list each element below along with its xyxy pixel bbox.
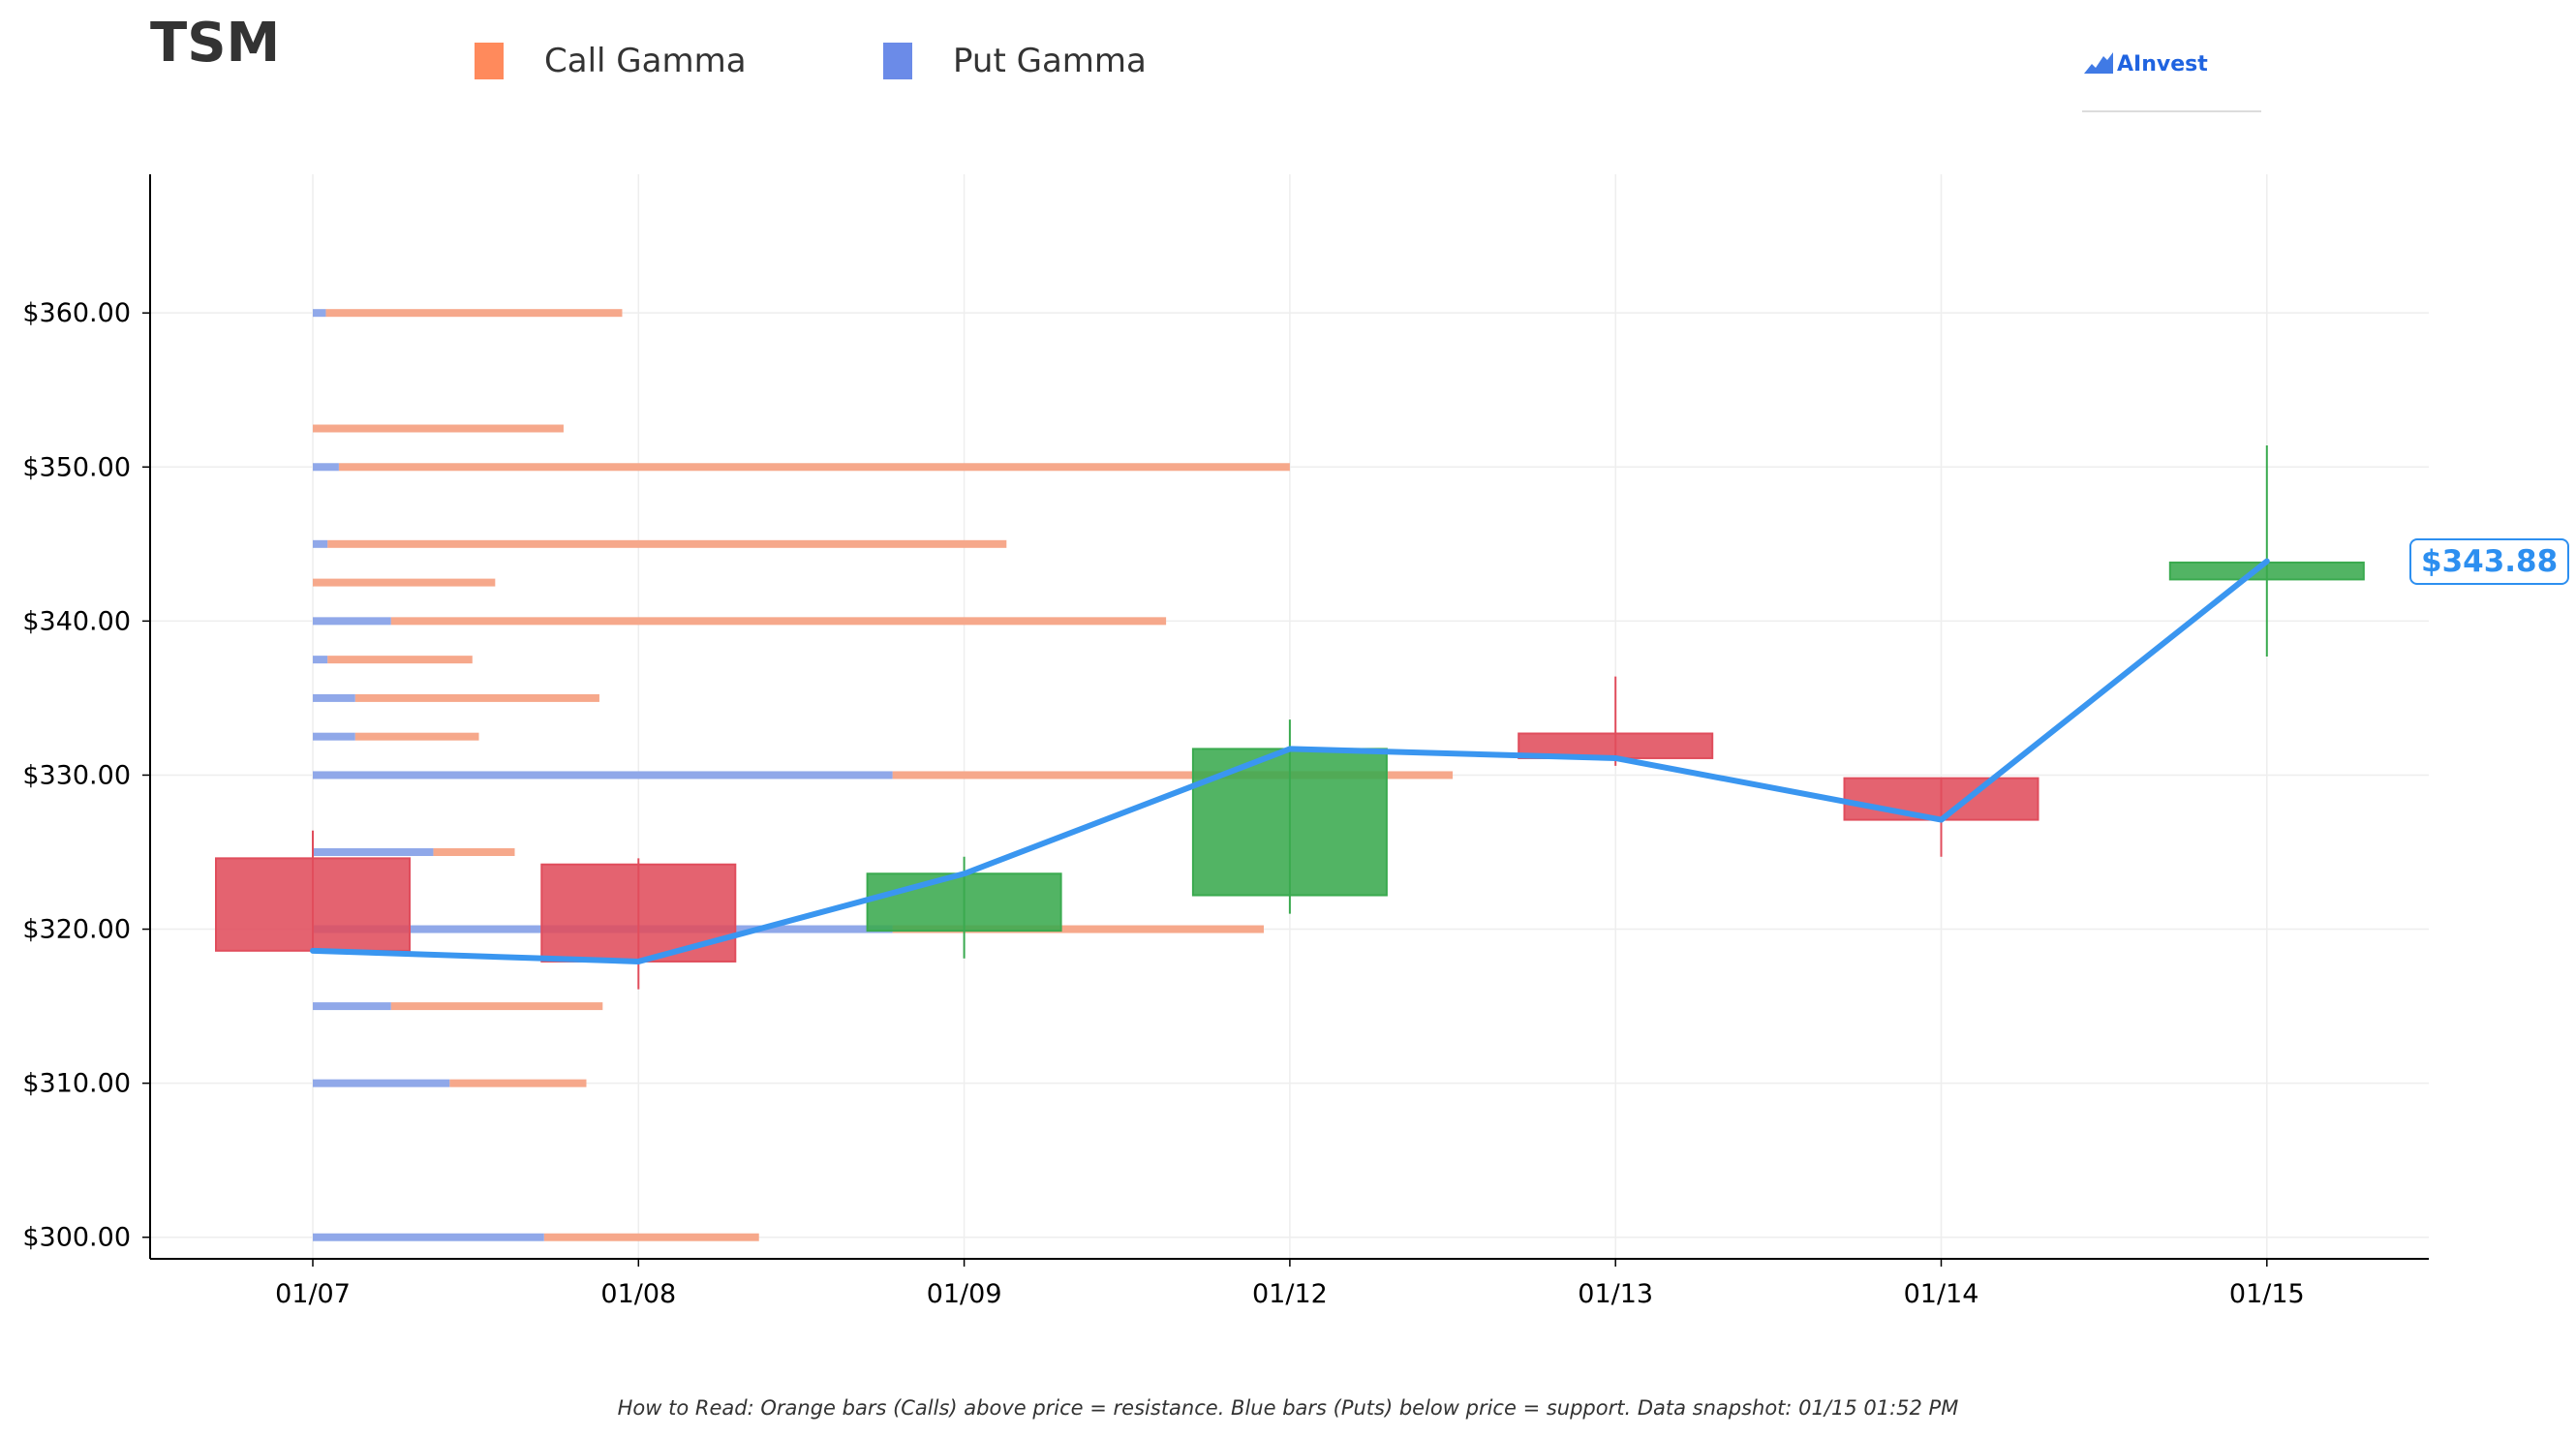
logo-chart-icon [2084, 52, 2113, 74]
candle-body [866, 872, 1062, 933]
axes-layer: $300.00 $310.00 $320.00 $330.00 $340.00 $350.… [22, 174, 2429, 1309]
put-gamma-bar [313, 693, 355, 702]
call-gamma-bar [892, 925, 1264, 933]
legend-label-call: Call Gamma [544, 42, 747, 80]
y-tick-label: $300.00 [22, 1223, 131, 1253]
call-gamma-bar [327, 656, 473, 664]
current-price-badge: $343.88 [2409, 538, 2570, 585]
legend-call-gamma: Call Gamma [475, 37, 747, 85]
call-gamma-bar [390, 1002, 603, 1011]
price-line-layer [310, 558, 2270, 964]
put-gamma-bar [313, 309, 326, 318]
y-tick-label: $360.00 [22, 298, 131, 328]
legend-put-gamma: Put Gamma [883, 37, 1147, 85]
call-gamma-bar [325, 309, 623, 318]
y-tick-label: $350.00 [22, 452, 131, 482]
y-tick-label: $310.00 [22, 1069, 131, 1099]
candle-body [1843, 777, 2039, 821]
y-tick-label: $330.00 [22, 760, 131, 790]
call-gamma-bar [354, 732, 479, 741]
put-gamma-swatch [883, 43, 912, 79]
call-gamma-bar [449, 1079, 587, 1087]
put-gamma-bar [313, 539, 328, 548]
candle-body [1191, 748, 1388, 897]
call-gamma-bar [390, 617, 1167, 626]
x-tick-label: 01/14 [1904, 1279, 1979, 1309]
call-gamma-bar [543, 1233, 759, 1241]
put-gamma-bar [313, 848, 434, 856]
ticker-title: TSM [150, 12, 281, 75]
candle-body [2168, 561, 2365, 581]
footnote: How to Read: Orange bars (Calls) above p… [617, 1396, 1959, 1420]
put-gamma-bar [313, 1233, 544, 1241]
call-gamma-bar [338, 463, 1290, 472]
x-tick-label: 01/07 [275, 1279, 351, 1309]
x-tick-label: 01/08 [600, 1279, 676, 1309]
put-gamma-bar [313, 732, 355, 741]
price-line [310, 558, 2270, 964]
put-gamma-bar [313, 1002, 391, 1011]
x-tick-label: 01/09 [927, 1279, 1002, 1309]
put-gamma-bar [313, 617, 391, 626]
x-tick-label: 01/12 [1252, 1279, 1328, 1309]
x-tick-label: 01/13 [1578, 1279, 1653, 1309]
call-gamma-bar [313, 578, 496, 587]
candles-layer [215, 445, 2365, 990]
candle-body [215, 857, 411, 952]
put-gamma-bar [313, 656, 328, 664]
grid-layer [150, 174, 2429, 1259]
call-gamma-swatch [475, 43, 504, 79]
logo-underline [2082, 110, 2261, 112]
call-gamma-bar [433, 848, 515, 856]
call-gamma-bar [327, 539, 1007, 548]
y-tick-label: $340.00 [22, 606, 131, 636]
candle-body [540, 863, 737, 963]
ainvest-logo: AInvest [2082, 39, 2261, 114]
put-gamma-bar [313, 463, 339, 472]
y-tick-label: $320.00 [22, 915, 131, 945]
call-gamma-bar [313, 424, 564, 433]
put-gamma-bar [313, 1079, 450, 1087]
call-gamma-bar [892, 771, 1454, 780]
put-gamma-bar [313, 771, 893, 780]
x-tick-label: 01/15 [2229, 1279, 2305, 1309]
logo-text: AInvest [2117, 52, 2208, 76]
legend-label-put: Put Gamma [953, 42, 1147, 80]
call-gamma-bar [354, 693, 599, 702]
